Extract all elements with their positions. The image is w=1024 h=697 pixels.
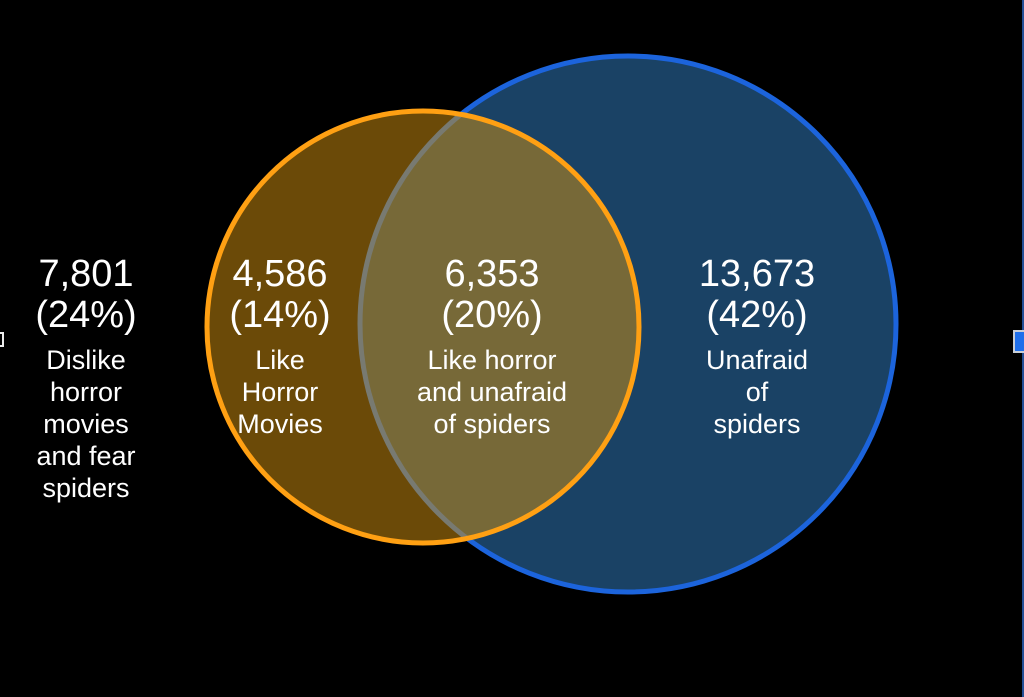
region-description-line: spiders [42,473,130,503]
region-description-line: Dislike [46,345,126,375]
region-description-line: spiders [713,409,801,439]
region-description-line: Horror [241,377,319,407]
region-description-line: Unafraid [705,345,809,375]
region-label-dislike-horror-fear-spiders: 7,801 (24%) Dislike horror movies and fe… [0,254,172,504]
region-description: Like horror and unafraid of spiders [377,344,607,440]
region-count: 13,673 [698,253,816,295]
region-description-line: horror [49,377,123,407]
region-description-line: movies [43,409,129,439]
region-count: 7,801 [38,253,134,295]
region-percent: (14%) [229,294,331,336]
like-horror-movies-circle[interactable] [204,108,642,546]
region-count: 4,586 [232,253,328,295]
region-label-like-horror-movies: 4,586 (14%) Like Horror Movies [180,254,380,440]
region-description: Like Horror Movies [180,344,380,440]
region-percent: (20%) [441,294,543,336]
selection-handle-right[interactable] [1013,330,1024,353]
region-description-line: Like [255,345,305,375]
region-percent: (24%) [35,294,137,336]
region-description-line: Like horror [427,345,557,375]
region-description-line: and fear [36,441,136,471]
region-count: 6,353 [444,253,540,295]
region-description: Unafraid of spiders [646,344,868,440]
region-description-line: Movies [237,409,323,439]
region-percent: (42%) [706,294,808,336]
selection-handle-left[interactable] [0,332,4,347]
region-label-like-horror-and-unafraid: 6,353 (20%) Like horror and unafraid of … [377,254,607,440]
region-description-line: and unafraid [416,377,568,407]
region-description-line: of [745,377,769,407]
region-description-line: of spiders [433,409,551,439]
region-label-unafraid-of-spiders: 13,673 (42%) Unafraid of spiders [646,254,868,440]
region-description: Dislike horror movies and fear spiders [0,344,172,504]
